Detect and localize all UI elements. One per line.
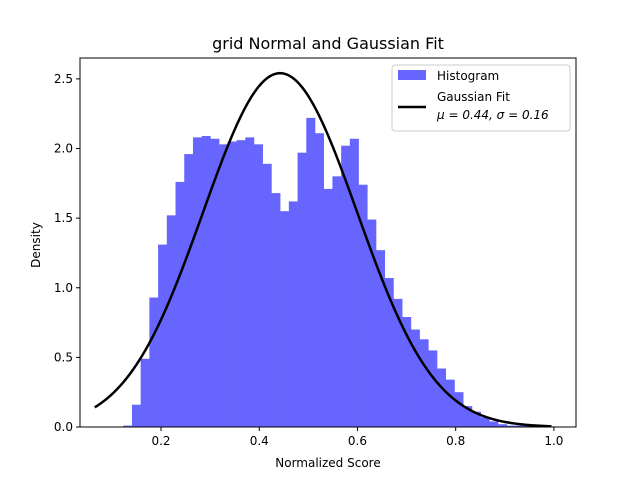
x-tick-label: 0.4 — [250, 434, 269, 448]
histogram-bar — [437, 368, 447, 427]
axes-frame — [79, 57, 577, 428]
histogram-bar — [419, 339, 429, 427]
x-tick-label: 0.8 — [446, 434, 465, 448]
histogram-bar — [288, 201, 298, 427]
histogram-bar — [314, 133, 325, 428]
histogram-bar — [471, 411, 481, 427]
legend-fit-label: Gaussian Fit — [437, 90, 510, 104]
histogram-bars — [123, 117, 534, 428]
legend-histogram-swatch — [398, 70, 426, 80]
histogram-bar — [323, 188, 333, 427]
histogram-bar — [166, 215, 176, 427]
histogram-bar — [227, 141, 237, 427]
legend: Histogram Gaussian Fit μ = 0.44, σ = 0.1… — [391, 64, 571, 132]
histogram-bar — [245, 137, 255, 427]
histogram-bar — [219, 144, 229, 427]
histogram-bar — [131, 404, 141, 427]
histogram-bar — [280, 211, 290, 427]
y-axis-ticks: 0.0 0.5 1.0 1.5 2.0 2.5 — [54, 72, 80, 434]
histogram-bar — [402, 316, 412, 427]
histogram-bar — [454, 392, 464, 427]
x-axis-label: Normalized Score — [275, 456, 380, 470]
histogram-bar — [306, 117, 316, 427]
legend-box — [391, 64, 571, 132]
x-tick-label: 0.2 — [151, 434, 170, 448]
histogram-bar — [480, 417, 490, 427]
histogram-bar — [463, 406, 473, 427]
histogram-bar — [341, 145, 351, 427]
histogram-bar — [428, 350, 438, 427]
histogram-bar — [498, 424, 508, 427]
histogram-bar — [271, 193, 281, 427]
legend-histogram-label: Histogram — [437, 69, 499, 83]
y-tick-label: 1.0 — [54, 281, 73, 295]
histogram-bar — [253, 144, 263, 427]
histogram-bar — [489, 421, 499, 427]
histogram-bar — [262, 163, 272, 427]
histogram-bar — [175, 181, 185, 427]
x-tick-label: 0.6 — [348, 434, 367, 448]
histogram-bar — [140, 358, 150, 427]
histogram-bar — [367, 219, 377, 427]
histogram-bar — [349, 138, 359, 427]
x-tick-label: 1.0 — [544, 434, 563, 448]
y-tick-label: 2.0 — [54, 142, 73, 156]
histogram-bar — [515, 425, 525, 427]
histogram-bar — [393, 298, 403, 427]
legend-fit-params: μ = 0.44, σ = 0.16 — [436, 108, 549, 122]
histogram-bar — [236, 140, 246, 427]
histogram-bar — [123, 425, 133, 427]
x-axis-ticks: 0.2 0.4 0.6 0.8 1.0 — [151, 427, 563, 448]
histogram-bar — [158, 244, 168, 427]
y-tick-label: 0.5 — [54, 350, 73, 364]
histogram-bar — [358, 184, 368, 427]
histogram-bar — [297, 152, 307, 427]
chart-title: grid Normal and Gaussian Fit — [212, 34, 444, 53]
histogram-bar — [192, 137, 202, 427]
y-axis-label: Density — [29, 222, 43, 268]
histogram-bar — [184, 154, 194, 428]
y-tick-label: 2.5 — [54, 72, 73, 86]
histogram-bar — [376, 250, 386, 427]
histogram-bar — [332, 176, 342, 427]
histogram-bar — [201, 135, 211, 427]
histogram-bar — [445, 379, 455, 427]
y-tick-label: 1.5 — [54, 211, 73, 225]
histogram-bar — [506, 425, 516, 427]
histogram-bar — [524, 425, 534, 427]
y-tick-label: 0.0 — [54, 420, 73, 434]
histogram-bar — [210, 138, 220, 427]
histogram-bar — [384, 278, 394, 427]
gaussian-fit-line — [94, 71, 552, 428]
histogram-bar — [149, 297, 159, 427]
histogram-bar — [410, 329, 420, 427]
